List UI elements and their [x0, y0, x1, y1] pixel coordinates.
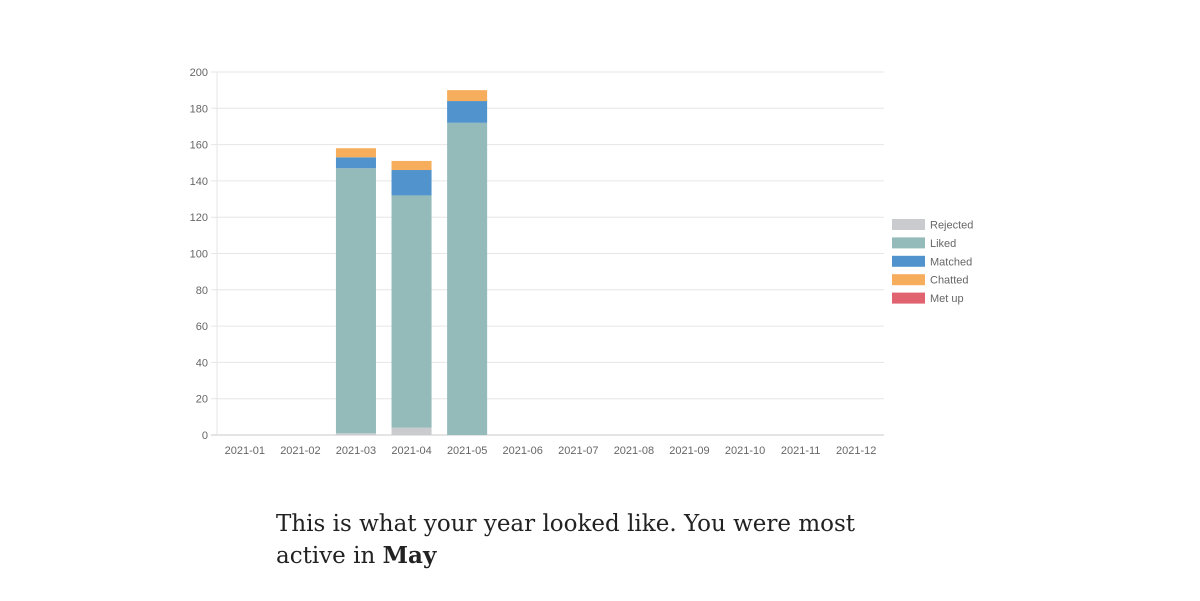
- y-tick-label: 100: [190, 249, 208, 261]
- legend-label[interactable]: Liked: [930, 238, 956, 250]
- y-tick-label: 120: [190, 212, 208, 224]
- bar-segment[interactable]: [391, 195, 432, 428]
- y-tick-label: 200: [190, 67, 208, 79]
- x-tick-label: 2021-04: [391, 445, 431, 457]
- x-tick-label: 2021-03: [336, 445, 376, 457]
- legend-swatch: [892, 255, 925, 267]
- bar-segment[interactable]: [391, 160, 432, 171]
- summary-text: This is what your year looked like. You …: [276, 508, 876, 572]
- legend-swatch: [892, 274, 925, 286]
- bar-segment[interactable]: [335, 168, 376, 434]
- summary-sentence: This is what your year looked like. You …: [276, 511, 856, 569]
- x-tick-label: 2021-02: [280, 445, 320, 457]
- y-tick-label: 140: [190, 176, 208, 188]
- x-tick-label: 2021-12: [836, 445, 876, 457]
- bar-segment[interactable]: [447, 90, 488, 102]
- bar-segment[interactable]: [391, 170, 432, 196]
- grid-lines: [211, 71, 884, 436]
- x-tick-label: 2021-05: [447, 445, 487, 457]
- bars: [335, 90, 488, 435]
- legend-label[interactable]: Matched: [930, 256, 972, 268]
- x-tick-label: 2021-07: [558, 445, 598, 457]
- most-active-month: May: [382, 542, 437, 569]
- bar-segment[interactable]: [335, 148, 376, 158]
- x-tick-label: 2021-10: [725, 445, 765, 457]
- y-tick-label: 180: [190, 103, 208, 115]
- y-tick-label: 80: [196, 285, 208, 297]
- bar-segment[interactable]: [391, 427, 432, 435]
- legend-swatch: [892, 292, 925, 304]
- legend-swatch: [892, 219, 925, 230]
- y-axis-ticks: 0 20 40 60 80 100 120 140 160 180 200: [190, 67, 208, 442]
- legend-swatch: [892, 237, 925, 249]
- y-tick-label: 60: [196, 321, 208, 333]
- x-tick-label: 2021-08: [614, 445, 654, 457]
- y-tick-label: 160: [190, 140, 208, 152]
- legend-label[interactable]: Rejected: [930, 220, 973, 232]
- x-tick-label: 2021-11: [781, 445, 821, 457]
- y-tick-label: 0: [202, 430, 208, 442]
- y-tick-label: 20: [196, 394, 208, 406]
- bar-segment[interactable]: [447, 122, 488, 435]
- legend-label[interactable]: Met up: [930, 293, 964, 305]
- y-tick-label: 40: [196, 357, 208, 369]
- legend: Rejected Liked Matched Chatted Met up: [892, 219, 973, 305]
- bar-segment[interactable]: [335, 157, 376, 169]
- x-axis-ticks: 2021-01 2021-02 2021-03 2021-04 2021-05 2021-…: [225, 445, 877, 457]
- bar-segment[interactable]: [335, 433, 376, 435]
- legend-label[interactable]: Chatted: [930, 275, 969, 287]
- bar-segment[interactable]: [447, 101, 488, 123]
- x-tick-label: 2021-01: [225, 445, 265, 457]
- x-tick-label: 2021-09: [669, 445, 709, 457]
- x-tick-label: 2021-06: [503, 445, 543, 457]
